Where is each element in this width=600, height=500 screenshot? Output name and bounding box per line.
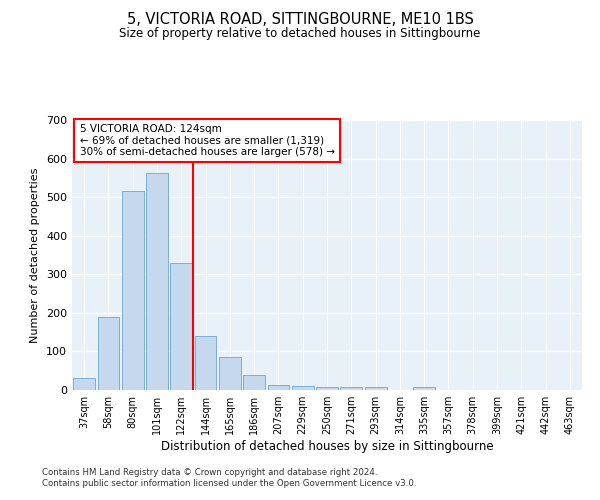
Text: 5 VICTORIA ROAD: 124sqm
← 69% of detached houses are smaller (1,319)
30% of semi: 5 VICTORIA ROAD: 124sqm ← 69% of detache… [80,124,335,157]
Bar [292,386,314,390]
Bar [194,336,217,390]
X-axis label: Distribution of detached houses by size in Sittingbourne: Distribution of detached houses by size … [161,440,493,453]
Bar [268,386,289,390]
Bar [219,357,241,390]
Bar [365,386,386,390]
Bar [316,387,338,390]
Bar [413,387,435,390]
Bar [73,378,95,390]
Y-axis label: Number of detached properties: Number of detached properties [31,168,40,342]
Bar [97,316,119,390]
Bar [170,264,192,390]
Bar [146,173,168,390]
Bar [122,190,143,390]
Text: 5, VICTORIA ROAD, SITTINGBOURNE, ME10 1BS: 5, VICTORIA ROAD, SITTINGBOURNE, ME10 1B… [127,12,473,28]
Text: Contains HM Land Registry data © Crown copyright and database right 2024.
Contai: Contains HM Land Registry data © Crown c… [42,468,416,487]
Bar [243,374,265,390]
Text: Size of property relative to detached houses in Sittingbourne: Size of property relative to detached ho… [119,28,481,40]
Bar [340,386,362,390]
